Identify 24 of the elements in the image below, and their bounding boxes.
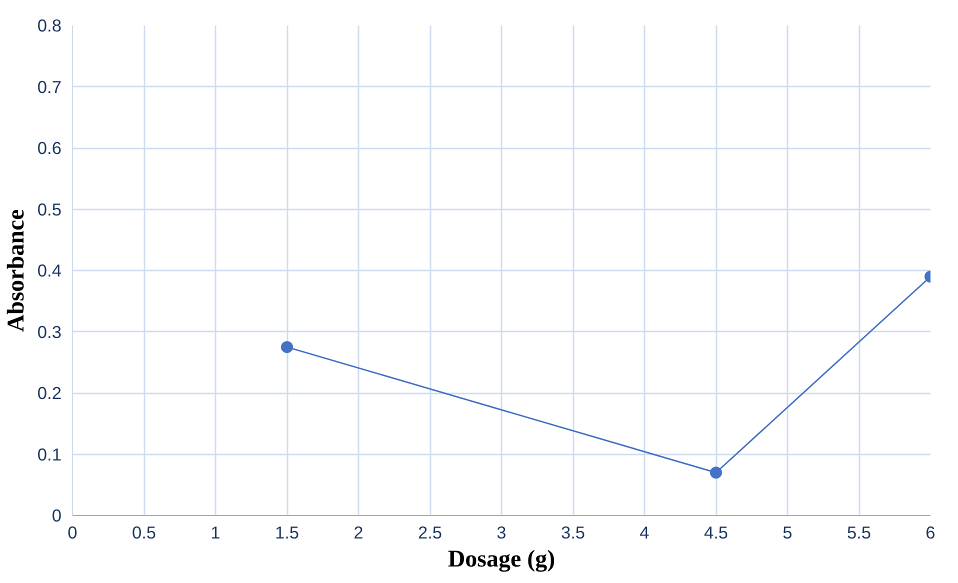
x-tick-label: 2: [354, 522, 364, 542]
x-tick-label: 6: [926, 522, 936, 542]
x-tick-label: 1.5: [274, 522, 300, 542]
x-tick-label: 5: [782, 522, 792, 542]
x-axis-title: Dosage (g): [448, 546, 556, 572]
x-tick-label: 0: [68, 522, 78, 542]
x-tick-label: 5.5: [846, 522, 872, 542]
x-tick-label: 2.5: [418, 522, 442, 542]
y-tick-label: 0.7: [37, 76, 62, 97]
x-tick-label: 0.5: [132, 522, 156, 542]
x-tick-label: 3.5: [560, 522, 586, 542]
x-tick-label: 4.5: [704, 522, 728, 542]
y-tick-label: 0.8: [37, 16, 62, 36]
y-tick-label: 0.5: [37, 199, 62, 220]
y-tick-label: 0.1: [37, 444, 62, 464]
x-tick-label: 1: [210, 522, 220, 542]
x-tick-label: 3: [496, 522, 506, 542]
y-tick-label: 0.4: [37, 260, 62, 280]
x-tick-label: 4: [640, 522, 650, 542]
y-tick-label: 0.6: [37, 138, 62, 158]
y-tick-label: 0: [52, 506, 62, 526]
y-tick-label: 0.2: [37, 383, 62, 403]
y-axis-title: Absorbance: [3, 208, 30, 332]
y-tick-label: 0.3: [37, 322, 62, 342]
